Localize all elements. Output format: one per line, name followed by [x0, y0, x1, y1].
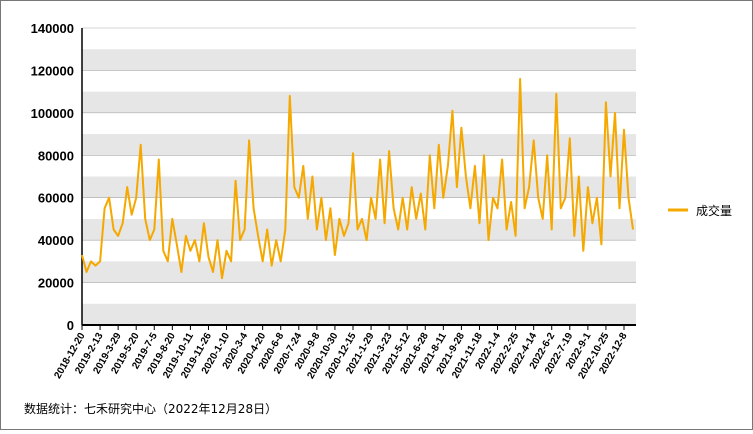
grid-band	[82, 134, 636, 156]
grid-band	[82, 261, 636, 283]
y-tick-label: 120000	[31, 63, 74, 78]
grid-band	[82, 49, 636, 71]
y-tick-label: 20000	[38, 276, 74, 291]
source-note: 数据统计：七禾研究中心（2022年12月28日）	[24, 401, 277, 416]
y-tick-label: 0	[67, 318, 74, 333]
y-tick-label: 40000	[38, 233, 74, 248]
y-tick-label: 60000	[38, 191, 74, 206]
series-line	[81, 77, 634, 280]
legend-label: 成交量	[696, 203, 732, 218]
grid-band	[82, 91, 636, 113]
grid-band	[82, 303, 636, 325]
y-tick-label: 140000	[31, 21, 74, 36]
y-tick-label: 80000	[38, 148, 74, 163]
y-tick-label: 100000	[31, 106, 74, 121]
grid-band	[82, 218, 636, 241]
grid-band	[82, 176, 636, 198]
